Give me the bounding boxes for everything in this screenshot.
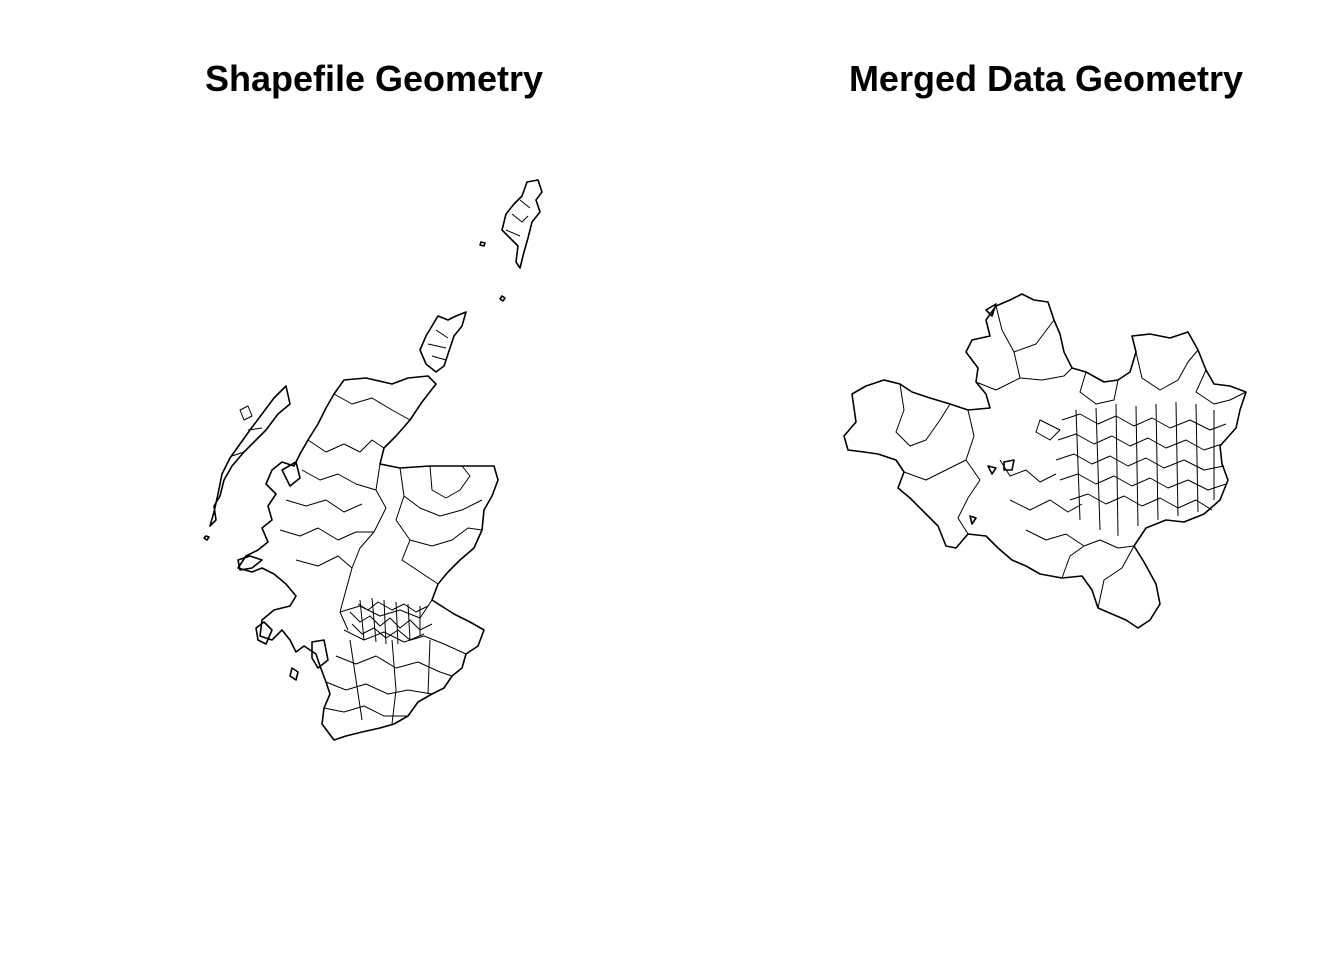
orkney-islands <box>419 311 467 373</box>
outer-hebrides <box>209 385 291 527</box>
panel-title-merged: Merged Data Geometry <box>848 58 1244 99</box>
panel-title-shapefile: Shapefile Geometry <box>204 58 544 99</box>
shetland-islands <box>501 179 543 269</box>
merged-data-geometry-map <box>843 293 1247 629</box>
shapefile-geometry-map <box>203 179 543 741</box>
fair-isle <box>499 295 506 302</box>
merged-outline <box>843 293 1247 629</box>
scotland-mainland <box>237 375 499 741</box>
